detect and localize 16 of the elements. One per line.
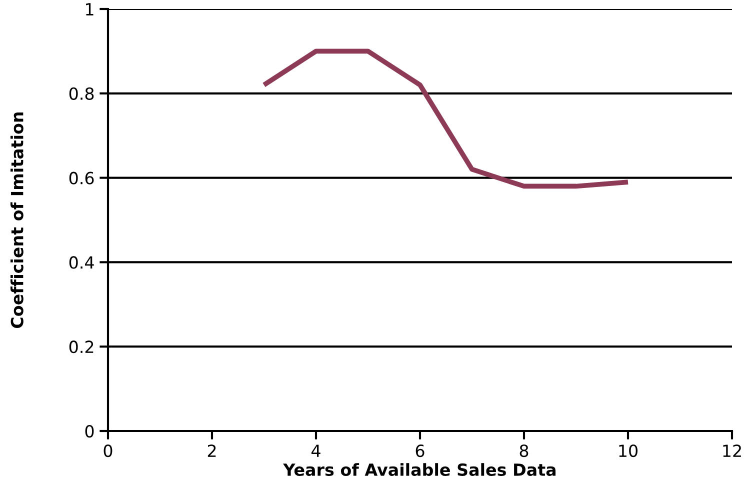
x-tick-label: 10 <box>619 444 638 458</box>
x-tick-label: 4 <box>312 444 320 457</box>
y-axis-title: Coefficient of Imitation <box>10 112 24 328</box>
x-tick-label: 8 <box>520 444 528 458</box>
y-tick-label: 0.8 <box>69 87 94 100</box>
x-axis-title: Years of Available Sales Data <box>283 463 556 476</box>
x-tick-label: 2 <box>208 444 216 457</box>
x-tick-label: 12 <box>723 444 741 457</box>
x-tick-label: 0 <box>104 444 112 458</box>
y-tick-label: 0 <box>85 424 94 438</box>
y-tick-label: 1 <box>86 3 94 16</box>
y-tick-label: 0.2 <box>69 340 94 354</box>
y-tick-label: 0.6 <box>69 172 94 184</box>
x-tick-label: 6 <box>416 444 424 458</box>
line-series <box>262 48 630 189</box>
y-tick-label: 0.4 <box>69 256 94 269</box>
